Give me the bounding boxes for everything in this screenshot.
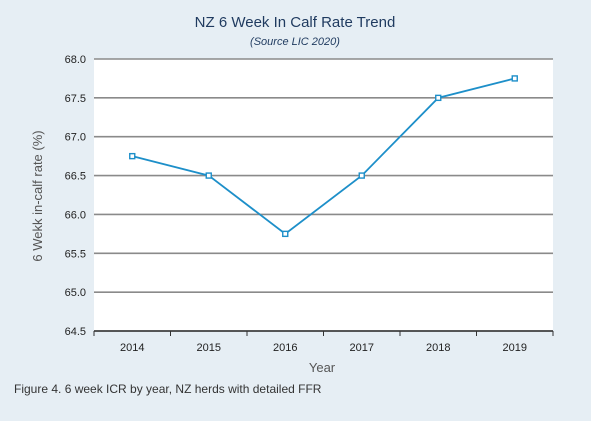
plot-area (94, 59, 553, 331)
x-tick-label: 2019 (503, 342, 527, 354)
x-tick-label: 2018 (426, 342, 450, 354)
y-tick-label: 68.0 (65, 54, 86, 66)
y-tick-label: 66.5 (65, 171, 86, 183)
data-point (511, 75, 518, 82)
x-tick-label: 2016 (273, 342, 297, 354)
y-axis-label: 6 Wekk in-calf rate (%) (30, 130, 45, 261)
y-tick-label: 65.5 (65, 248, 86, 260)
x-axis-label: Year (309, 360, 336, 375)
x-tick-labels: 2014 2015 2016 2017 2018 2019 (93, 331, 554, 354)
x-tick-label: 2015 (197, 342, 221, 354)
x-tick-label: 2014 (120, 342, 144, 354)
data-point (358, 172, 365, 179)
data-point (205, 172, 212, 179)
series-layer (129, 75, 518, 238)
y-tick-label: 67.5 (65, 93, 86, 105)
series-line (132, 77, 515, 235)
chart-subtitle: (Source LIC 2020) (250, 36, 340, 48)
x-tick-label: 2017 (350, 342, 374, 354)
y-tick-label: 67.0 (65, 132, 86, 144)
y-tick-label: 66.0 (65, 209, 86, 221)
data-point (282, 230, 289, 238)
y-tick-label: 64.5 (65, 326, 86, 338)
data-point (129, 152, 136, 160)
y-tick-label: 65.0 (65, 287, 86, 299)
figure-caption: Figure 4. 6 week ICR by year, NZ herds w… (14, 382, 322, 396)
y-tick-labels: 64.5 65.0 65.5 66.0 66.5 67.0 67.5 68.0 (65, 54, 86, 338)
data-point (435, 94, 442, 102)
line-chart: NZ 6 Week In Calf Rate Trend (Source LIC… (30, 14, 554, 375)
chart-title: NZ 6 Week In Calf Rate Trend (195, 14, 396, 31)
